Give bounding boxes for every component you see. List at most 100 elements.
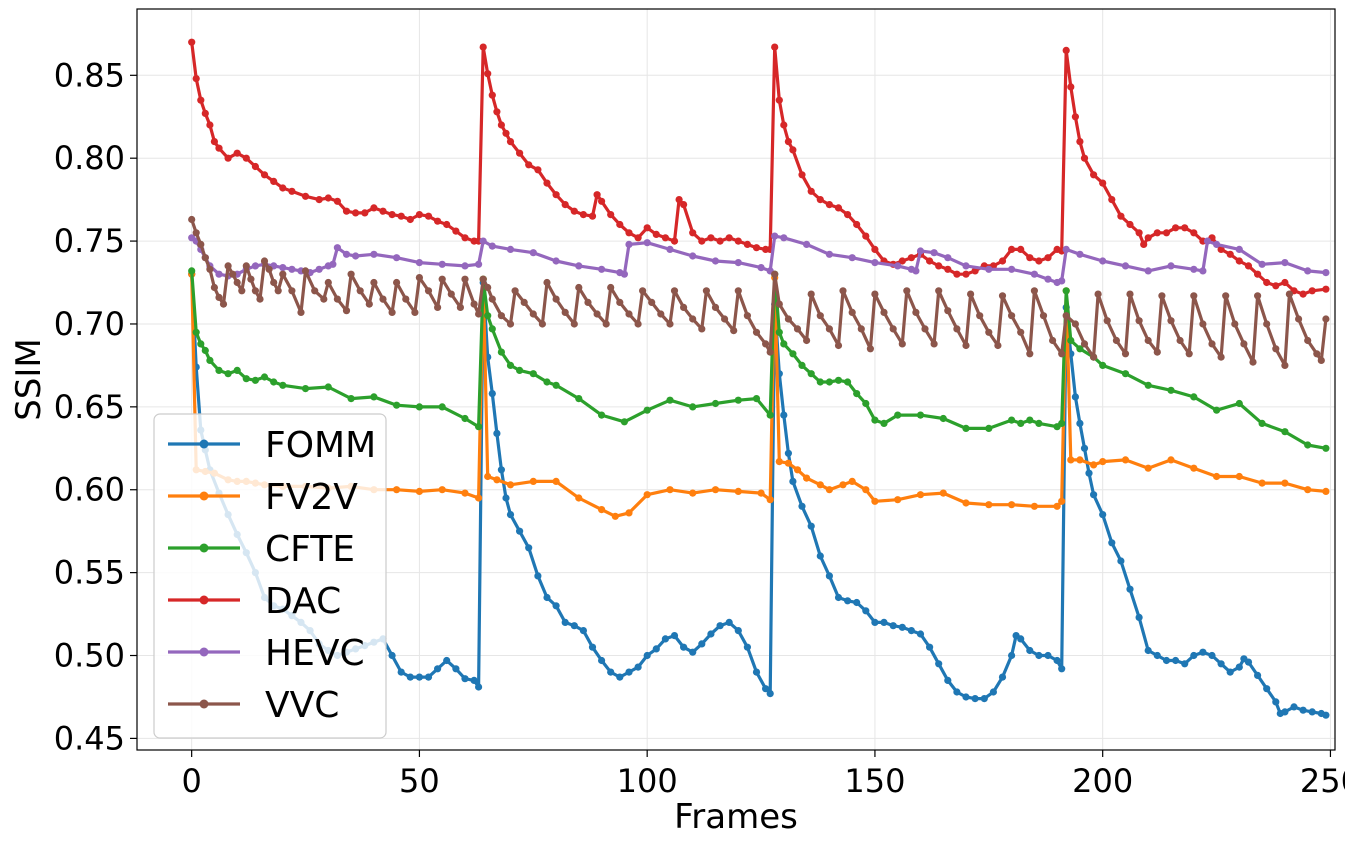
data-point-dac xyxy=(1144,234,1152,242)
data-point-vvc xyxy=(347,270,355,278)
data-point-hevc xyxy=(912,267,920,275)
data-point-vvc xyxy=(238,287,246,295)
data-point-vvc xyxy=(297,308,305,316)
data-point-vvc xyxy=(734,287,742,295)
data-point-vvc xyxy=(698,325,706,333)
data-point-dac xyxy=(233,149,241,157)
data-point-vvc xyxy=(702,287,711,295)
data-point-fomm xyxy=(443,656,451,665)
data-point-fv2v xyxy=(962,499,970,507)
data-point-dac xyxy=(743,240,752,248)
data-point-cfte xyxy=(1035,419,1043,427)
data-point-vvc xyxy=(1304,336,1312,345)
data-point-dac xyxy=(1190,229,1198,237)
data-point-vvc xyxy=(1094,290,1102,298)
data-point-fomm xyxy=(670,632,679,640)
data-point-fomm xyxy=(1153,651,1161,660)
data-point-cfte xyxy=(798,361,806,369)
data-point-vvc xyxy=(511,287,519,295)
data-point-vvc xyxy=(784,315,793,323)
data-point-hevc xyxy=(894,262,902,270)
data-point-vvc xyxy=(889,325,897,333)
data-point-cfte xyxy=(1121,370,1130,378)
data-point-hevc xyxy=(461,262,469,270)
data-point-fv2v xyxy=(461,489,469,497)
data-point-dac xyxy=(926,257,934,265)
data-point-fomm xyxy=(853,598,861,607)
data-point-vvc xyxy=(311,287,319,295)
data-point-vvc xyxy=(1030,287,1038,295)
data-point-fv2v xyxy=(784,459,793,467)
data-point-vvc xyxy=(188,215,196,224)
data-point-cfte xyxy=(834,376,843,384)
data-point-dac xyxy=(352,209,360,217)
data-point-fomm xyxy=(1117,557,1125,565)
data-point-fomm xyxy=(452,665,460,673)
data-point-vvc xyxy=(825,325,834,333)
data-point-vvc xyxy=(233,278,241,287)
data-point-vvc xyxy=(447,290,455,298)
data-point-dac xyxy=(962,270,970,278)
data-point-fomm xyxy=(1026,646,1034,655)
data-point-cfte xyxy=(575,395,583,403)
data-point-fv2v xyxy=(757,489,765,497)
data-point-fv2v xyxy=(393,486,401,494)
data-point-cfte xyxy=(197,340,205,348)
data-point-fv2v xyxy=(1067,456,1075,464)
data-point-vvc xyxy=(242,262,250,270)
data-point-fomm xyxy=(1008,651,1016,660)
data-point-cfte xyxy=(825,378,834,386)
data-point-hevc xyxy=(689,252,697,260)
data-point-fomm xyxy=(880,618,888,627)
data-point-dac xyxy=(1117,212,1125,220)
data-point-fomm xyxy=(1190,651,1198,660)
data-point-vvc xyxy=(1176,336,1184,345)
data-point-fomm xyxy=(980,695,988,703)
data-point-fv2v xyxy=(985,501,993,509)
data-point-cfte xyxy=(789,350,797,358)
data-point-fv2v xyxy=(766,496,774,504)
data-point-cfte xyxy=(807,370,815,378)
data-point-fomm xyxy=(475,683,483,691)
data-point-fomm xyxy=(1172,656,1180,665)
data-point-vvc xyxy=(411,308,419,316)
data-point-fv2v xyxy=(939,489,947,497)
data-point-fomm xyxy=(561,618,569,627)
data-point-vvc xyxy=(1190,292,1198,300)
data-point-fomm xyxy=(1226,668,1234,676)
data-point-dac xyxy=(579,211,588,219)
data-point-fomm xyxy=(780,411,788,419)
data-point-fv2v xyxy=(1008,501,1016,509)
data-point-cfte xyxy=(643,406,651,414)
data-point-dac xyxy=(543,179,551,187)
data-point-vvc xyxy=(766,348,774,356)
data-point-fomm xyxy=(588,643,597,651)
data-point-hevc xyxy=(1058,277,1066,285)
data-point-cfte xyxy=(279,381,287,389)
data-point-vvc xyxy=(639,287,647,295)
data-point-vvc xyxy=(1121,350,1130,358)
data-point-dac xyxy=(953,270,961,278)
data-point-fomm xyxy=(762,685,770,693)
data-point-vvc xyxy=(1112,336,1120,345)
data-point-vvc xyxy=(1126,290,1134,298)
data-point-cfte xyxy=(206,356,214,364)
y-tick-label: 0.60 xyxy=(54,471,125,509)
data-point-vvc xyxy=(771,270,779,278)
data-point-fv2v xyxy=(793,466,802,474)
data-point-fv2v xyxy=(862,486,870,494)
data-point-dac xyxy=(561,201,569,209)
x-tick-label: 200 xyxy=(1072,762,1133,800)
data-point-dac xyxy=(1162,229,1171,237)
series-vvc xyxy=(188,215,1330,369)
data-point-vvc xyxy=(215,293,223,301)
data-point-fomm xyxy=(434,665,442,673)
data-point-hevc xyxy=(1322,269,1330,277)
data-point-dac xyxy=(1272,282,1280,290)
data-point-hevc xyxy=(1121,262,1130,270)
data-point-fomm xyxy=(616,673,624,681)
data-point-dac xyxy=(224,154,232,162)
data-point-dac xyxy=(424,212,433,220)
data-point-hevc xyxy=(1235,245,1243,253)
data-point-vvc xyxy=(529,310,537,318)
